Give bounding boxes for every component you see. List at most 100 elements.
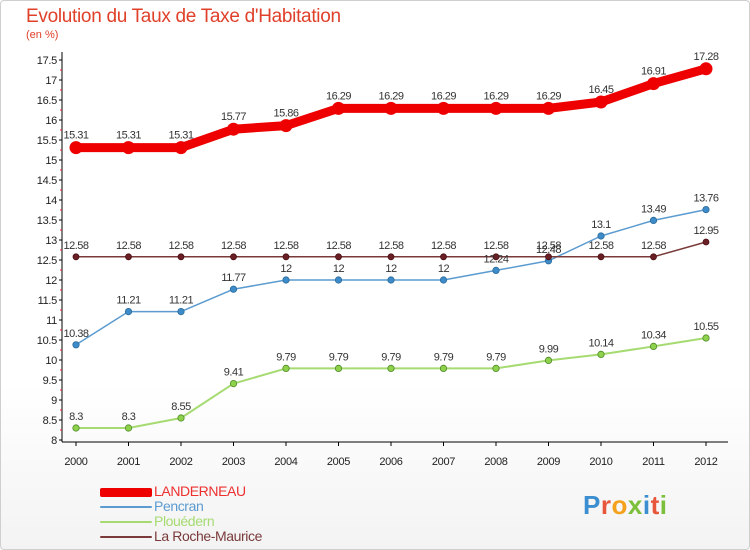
y-tick-label: 17 [45,75,57,87]
data-label: 16.45 [588,84,613,96]
data-label: 8.3 [69,411,83,423]
data-point [647,77,660,91]
data-label: 9.79 [276,351,296,363]
data-point [492,364,500,372]
y-tick-label: 9.5 [43,375,58,387]
legend-swatch [100,506,152,508]
y-tick-label: 8.5 [43,415,58,427]
data-label: 9.99 [539,343,559,355]
data-label: 12 [385,263,397,275]
data-label: 15.86 [273,108,298,120]
data-label: 13.49 [641,203,666,215]
data-point [177,253,185,261]
logo-letter: o [611,490,628,520]
data-label: 12.58 [588,240,613,252]
y-tick-label: 14 [45,195,57,207]
x-tick-label: 2008 [484,456,507,468]
data-point [437,101,450,115]
data-point [229,285,238,293]
logo-letter: x [627,490,643,520]
x-tick-label: 2005 [327,456,350,468]
line-chart: 8 8.5 9 9.5 10 10.5 11 11.5 12 12.5 13 13.5 14 14.5 15… [37,51,728,468]
y-tick-label: 10.5 [37,335,57,347]
data-label: 9.79 [434,351,454,363]
data-point [387,276,395,284]
x-tick-label: 2012 [694,456,717,468]
data-label: 10.14 [588,337,613,349]
logo-letter: t [650,490,660,520]
logo-letter: r [600,490,612,520]
data-label: 8.3 [122,411,136,423]
data-label: 12.58 [378,240,403,252]
x-tick-label: 2004 [274,456,297,468]
data-point [279,119,293,133]
data-point [177,307,185,316]
data-point [699,62,713,76]
legend-label: LANDERNEAU [154,483,246,499]
data-point [335,253,342,261]
data-point [282,253,290,261]
data-label: 13.76 [693,193,718,205]
logo-letter: i [659,490,668,520]
data-point [125,253,132,261]
data-label: 9.41 [224,367,244,379]
logo-letter: i [642,490,651,520]
legend-item: LANDERNEAU [100,483,360,500]
data-point [542,101,555,115]
legend-item: Pencran [100,498,360,515]
x-tick-label: 2001 [117,456,140,468]
y-tick-label: 9 [51,395,57,407]
data-label: 16.29 [483,90,508,102]
x-tick-label: 2003 [222,456,245,468]
data-point [492,266,500,274]
data-label: 12.24 [483,253,508,265]
data-label: 12.58 [431,240,456,252]
data-label: 12.58 [641,240,666,252]
y-tick-label: 16 [45,115,57,127]
data-point [597,253,605,261]
data-label: 15.31 [63,130,88,142]
legend-swatch [100,536,152,538]
x-tick-label: 2011 [642,456,665,468]
data-point [69,141,83,155]
data-point [650,253,657,261]
legend-item: Plouédern [100,513,360,530]
x-tick-label: 2009 [537,456,560,468]
data-point [387,253,395,261]
data-point [334,276,343,284]
x-tick-label: 2010 [589,456,612,468]
data-label: 15.77 [221,111,246,123]
data-label: 8.55 [171,401,191,413]
data-label: 12.58 [273,240,298,252]
data-label: 16.29 [431,90,456,102]
data-label: 12.58 [326,240,351,252]
x-tick-label: 2000 [64,456,87,468]
data-label: 12.58 [221,240,246,252]
y-tick-label: 16.5 [37,95,57,107]
data-label: 12.58 [63,240,88,252]
data-label: 15.31 [116,130,141,142]
data-label: 9.79 [329,351,349,363]
data-point [282,364,290,372]
data-point [174,141,188,155]
data-point [492,253,500,261]
y-tick-label: 15 [45,155,57,167]
data-point [597,232,605,240]
data-label: 15.31 [168,130,193,142]
data-point [72,253,80,261]
data-point [229,379,238,388]
chart-subtitle: (en %) [26,29,59,41]
data-label: 17.28 [693,51,718,63]
data-label: 11.21 [169,295,194,307]
y-tick-label: 14.5 [37,175,57,187]
data-point [439,364,448,372]
data-label: 11.77 [221,272,246,284]
data-point [649,216,658,224]
data-label: 12 [438,263,450,275]
data-label: 16.91 [641,66,666,78]
y-tick-label: 12 [45,275,57,287]
data-point [332,101,345,115]
x-tick-label: 2006 [379,456,402,468]
x-tick-label: 2002 [169,456,192,468]
legend-label: La Roche-Maurice [154,528,262,544]
